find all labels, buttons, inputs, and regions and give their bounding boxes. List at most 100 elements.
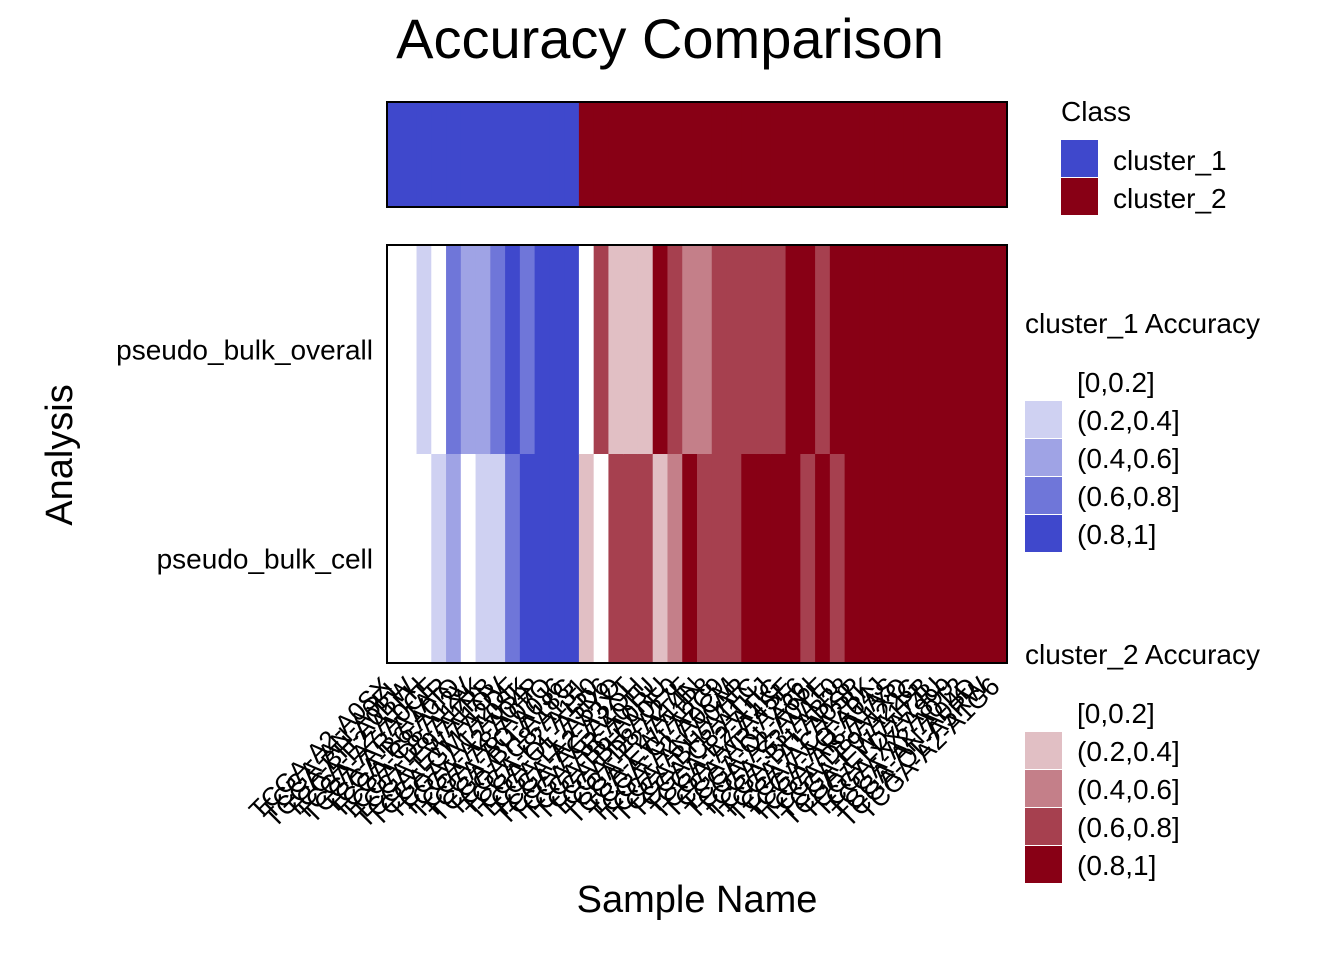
class-bar-cell [800,102,816,207]
accuracy-legend-swatch [1025,694,1062,731]
heatmap-cell [652,245,669,455]
heatmap-cell [874,245,890,455]
class-bar-cell [652,102,669,207]
class-bar-cell [623,102,639,207]
class-bar-cell [815,102,831,207]
heatmap-cell [652,454,669,664]
heatmap-cell [608,454,624,664]
class-bar-cell [505,102,521,207]
heatmap-cell [387,454,418,664]
class-bar-cell [416,102,432,207]
heatmap-cell [623,245,639,455]
heatmap-cell [578,454,595,664]
heatmap-cell [962,454,979,664]
heatmap-cell [903,245,920,455]
class-legend-swatch [1061,140,1098,177]
class-bar-cell [446,102,462,207]
accuracy-legend-swatch [1025,477,1062,514]
heatmap-cell [475,454,491,664]
accuracy-legend-label: (0.6,0.8] [1077,812,1180,843]
class-bar-cell [593,102,610,207]
heatmap-cell [844,454,860,664]
heatmap-cell [505,454,521,664]
accuracy-legend-label: (0.4,0.6] [1077,774,1180,805]
y-axis-title: Analysis [39,384,81,526]
heatmap-cell [992,245,1008,455]
class-bar-cell [844,102,860,207]
heatmap-cell [815,245,831,455]
heatmap-cell [815,454,831,664]
heatmap-cell [770,454,787,664]
heatmap-cell [682,245,698,455]
class-bar-cell [770,102,787,207]
class-bar-cell [874,102,890,207]
class-legend-swatch [1061,178,1098,215]
heatmap-cell [446,454,462,664]
heatmap-cell [534,454,550,664]
heatmap-cell [667,245,683,455]
row-labels: pseudo_bulk_overall pseudo_bulk_cell [116,335,373,575]
class-bar-cell [460,102,477,207]
heatmap-cell [593,454,610,664]
heatmap-cell [888,454,905,664]
class-bar-cell [992,102,1008,207]
heatmap-cell [977,245,993,455]
heatmap-cell [637,245,654,455]
heatmap-cell [416,454,432,664]
accuracy-legend-swatch [1025,515,1062,552]
heatmap-cell [829,245,846,455]
heatmap-cell [800,245,816,455]
class-bar-cell [549,102,565,207]
class-bar-cell [697,102,713,207]
class-bar-cell [726,102,742,207]
heatmap-cell [933,245,949,455]
class-bar-cell [682,102,698,207]
heatmap-cell [549,245,565,455]
sample-name-tick-labels: TCGA-A2-A0SXTCGA-AN-A0FLTCGA-BH-A0BWTCGA… [243,671,1006,834]
heatmap-cell [446,245,462,455]
heatmap-cell [726,245,742,455]
heatmap-cell [667,454,683,664]
heatmap-cell [697,454,713,664]
heatmap-cell [903,454,920,664]
class-bar-cell [534,102,550,207]
heatmap-cell [623,454,639,664]
heatmap-cell [519,245,536,455]
heatmap-cell [387,245,418,455]
heatmap-cell [564,245,580,455]
accuracy-legend-swatch [1025,732,1062,769]
accuracy-legend-swatch [1025,808,1062,845]
heatmap-cell [490,454,506,664]
class-bar-cell [933,102,949,207]
heatmap-cell [785,245,801,455]
class-bar-cell [918,102,934,207]
heatmap-cell [564,454,580,664]
heatmap-cell [933,454,949,664]
heatmap-cell [711,245,728,455]
heatmap-cell [711,454,728,664]
accuracy-legend-label: (0.4,0.6] [1077,443,1180,474]
class-bar-border [386,101,1008,208]
class-bar-cell [888,102,905,207]
accuracy-legend-label: (0.2,0.4] [1077,736,1180,767]
accuracy-legend-title: cluster_2 Accuracy [1025,639,1260,670]
heatmap-cell [947,454,964,664]
heatmap-cell [490,245,506,455]
row-label: pseudo_bulk_cell [157,544,373,575]
class-bar-cell [977,102,993,207]
class-bar-cell [947,102,964,207]
class-bar-cell [519,102,536,207]
heatmap-cell [460,245,477,455]
row-label: pseudo_bulk_overall [116,335,373,366]
heatmap-cell [505,245,521,455]
heatmap-cell [475,245,491,455]
class-bar-cell [667,102,683,207]
heatmap-cell [431,245,447,455]
heatmap-cell [992,454,1008,664]
class-bar-cell [608,102,624,207]
heatmap-cell [756,454,772,664]
heatmap-cell [859,245,875,455]
heatmap-cell [460,454,477,664]
heatmap-cell [741,454,757,664]
class-bar-cell [490,102,506,207]
